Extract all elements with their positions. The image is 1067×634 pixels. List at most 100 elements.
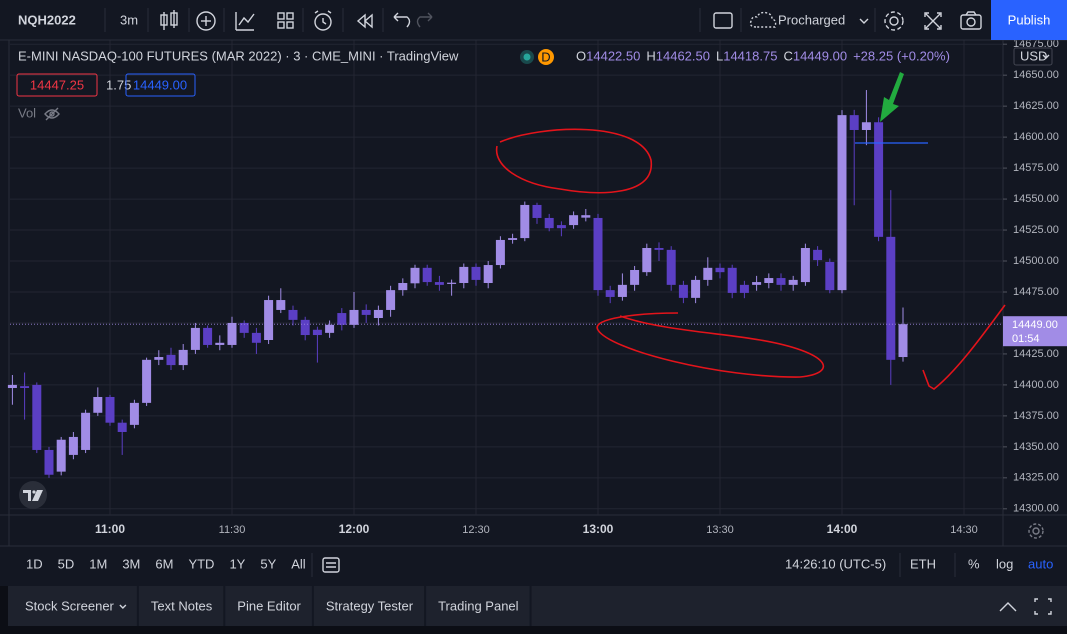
ohlc-key: C — [783, 48, 792, 63]
layout-name[interactable]: Procharged — [778, 12, 845, 27]
clock[interactable]: 14:26:10 (UTC-5) — [785, 556, 886, 571]
currency-box[interactable] — [1013, 47, 1053, 66]
drawing-arrow[interactable] — [880, 72, 904, 122]
candle-body — [434, 282, 444, 285]
currency[interactable]: USD — [1020, 48, 1047, 63]
y-tick-label: 14300.00 — [1013, 503, 1059, 515]
hidden-eye-icon[interactable] — [44, 107, 60, 121]
range-button[interactable]: 1D — [26, 556, 43, 571]
y-tick-label: 14325.00 — [1013, 472, 1059, 484]
candle-body — [544, 217, 554, 229]
collapse-icon[interactable] — [999, 602, 1017, 612]
ohlc-value: 14449.00 — [793, 48, 847, 63]
spread: 1.75 — [106, 77, 131, 92]
currency-chevron[interactable] — [1042, 54, 1050, 59]
price-axis — [1003, 38, 1067, 515]
bid-box[interactable] — [16, 73, 98, 97]
candle-body — [617, 284, 627, 297]
candle-body — [654, 248, 664, 250]
candle-body — [7, 384, 17, 389]
candle-body — [337, 313, 347, 325]
y-tick-label: 14675.00 — [1013, 38, 1059, 50]
last-price-badge — [1003, 316, 1067, 347]
candle-body — [300, 319, 310, 336]
candle-body — [312, 329, 322, 336]
ask[interactable]: 14449.00 — [133, 77, 187, 92]
candle-body — [605, 290, 615, 297]
candle-body — [20, 386, 30, 389]
candle-body — [764, 278, 774, 284]
change: +28.25 (+0.20%) — [853, 48, 950, 63]
candle-body — [898, 324, 908, 358]
maximize-icon[interactable] — [1034, 598, 1052, 615]
panel-tab[interactable]: Trading Panel — [438, 598, 519, 613]
drawing-ellipse[interactable] — [596, 312, 825, 378]
candle-body — [215, 342, 225, 345]
candle-body — [422, 267, 432, 283]
fullscreen-select-icon[interactable] — [713, 12, 733, 29]
symbol[interactable]: NQH2022 — [18, 12, 76, 27]
undo-icon[interactable] — [393, 12, 411, 28]
candle-body — [251, 332, 261, 343]
alert-icon[interactable] — [314, 10, 332, 31]
bottom-panel — [0, 586, 1067, 626]
candle-body — [325, 324, 335, 333]
candle-body — [727, 267, 737, 293]
goto-date-icon[interactable] — [322, 557, 340, 573]
settings-icon[interactable] — [884, 11, 904, 31]
panel-tab[interactable]: Text Notes — [151, 598, 213, 613]
panel-tab[interactable]: Pine Editor — [237, 598, 301, 613]
candle-body — [886, 236, 896, 360]
scale-auto[interactable]: auto — [1028, 556, 1053, 571]
y-tick-label: 14500.00 — [1013, 255, 1059, 267]
x-tick-label: 12:00 — [339, 522, 370, 536]
publish-button[interactable] — [991, 0, 1067, 40]
fullscreen-icon[interactable] — [924, 12, 942, 30]
candle-body — [666, 249, 676, 285]
ohlc-key: H — [646, 48, 655, 63]
candle-body — [93, 396, 103, 413]
scale-log[interactable]: log — [996, 556, 1013, 571]
layout-chevron[interactable] — [859, 18, 869, 24]
candle-body — [776, 278, 786, 285]
session[interactable]: ETH — [910, 556, 936, 571]
bid[interactable]: 14447.25 — [30, 77, 84, 92]
snapshot-icon[interactable] — [960, 11, 982, 30]
candle-body — [642, 248, 652, 273]
panel-tab[interactable]: Stock Screener — [25, 598, 115, 613]
x-tick-label: 12:30 — [462, 524, 490, 536]
x-tick-label: 14:00 — [827, 522, 858, 536]
candle-body — [32, 384, 42, 450]
range-bar: 1D 5D 1M 3M 6M YTD 1Y 5Y All — [26, 556, 306, 571]
range-button[interactable]: All — [291, 556, 306, 571]
candle-body — [678, 284, 688, 298]
replay-icon[interactable] — [356, 13, 373, 29]
range-button[interactable]: 1Y — [229, 556, 245, 571]
range-button[interactable]: 6M — [155, 556, 173, 571]
candle-body — [227, 322, 237, 345]
range-button[interactable]: 1M — [89, 556, 107, 571]
volume-label: Vol — [18, 105, 36, 120]
indicators-icon[interactable] — [235, 12, 255, 31]
candle-body — [739, 284, 749, 293]
ask-box[interactable] — [125, 73, 196, 97]
panel-edge — [0, 586, 8, 626]
range-button[interactable]: YTD — [188, 556, 214, 571]
compare-icon[interactable] — [196, 11, 216, 31]
publish-label[interactable]: Publish — [1008, 12, 1051, 27]
panel-tab[interactable]: Strategy Tester — [326, 598, 414, 613]
drawing-ellipse[interactable] — [495, 128, 652, 194]
chart-type-icon[interactable] — [160, 10, 178, 30]
candle-body — [44, 449, 54, 475]
axis-settings-icon[interactable] — [1028, 523, 1044, 539]
templates-icon[interactable] — [277, 12, 294, 29]
candle-body — [581, 215, 591, 218]
range-button[interactable]: 5D — [58, 556, 75, 571]
range-button[interactable]: 3M — [122, 556, 140, 571]
interval[interactable]: 3m — [120, 12, 138, 27]
range-button[interactable]: 5Y — [260, 556, 276, 571]
scale-percent[interactable]: % — [968, 556, 980, 571]
drawing-check[interactable] — [922, 304, 1006, 390]
cloud-icon — [749, 11, 777, 28]
